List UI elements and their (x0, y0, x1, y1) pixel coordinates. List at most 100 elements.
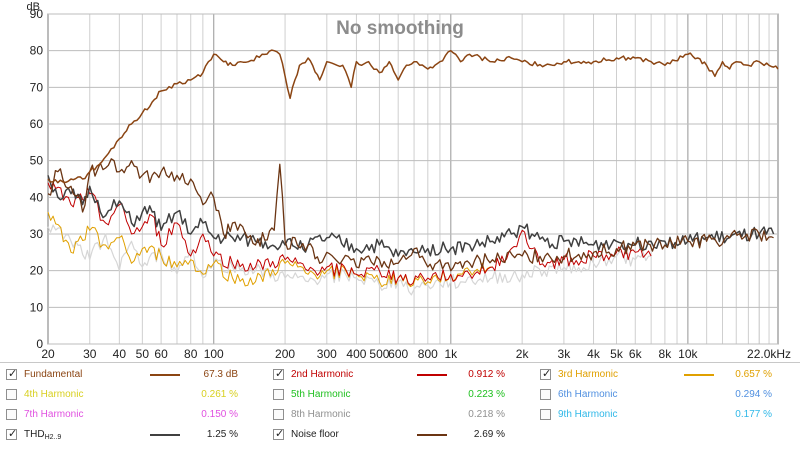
checkbox-4th-harmonic[interactable] (6, 389, 17, 400)
legend-row: 7th Harmonic 0.150 % 8th Harmonic 0.218 % 9t… (0, 405, 800, 425)
legend-entry-fundamental: ✓ Fundamental 67.3 dB (0, 365, 264, 385)
x-tick-label: 2k (516, 347, 530, 361)
chart-title: No smoothing (336, 18, 464, 39)
x-tick-label: 20 (41, 347, 55, 361)
x-tick-label: 600 (388, 347, 408, 361)
legend-label: 5th Harmonic (291, 389, 351, 400)
legend-label: 2nd Harmonic (291, 369, 354, 380)
distortion-chart: No smoothing dB 0 10 20 30 40 50 60 70 80 90 20 30… (27, 1, 792, 361)
series-3rd-harmonic (47, 211, 493, 288)
legend-value: 0.294 % (735, 389, 772, 400)
legend-label: 8th Harmonic (291, 409, 351, 420)
y-tick-label: 40 (30, 190, 44, 204)
legend-row: 4th Harmonic 0.261 % 5th Harmonic 0.223 % 6t… (0, 385, 800, 405)
x-tick-label: 500 (369, 347, 389, 361)
series-thd (47, 175, 775, 258)
checkmark-icon: ✓ (8, 427, 18, 440)
checkbox-thd[interactable]: ✓ (6, 427, 18, 440)
legend-value: 0.657 % (735, 369, 772, 380)
checkbox-3rd-harmonic[interactable]: ✓ (540, 367, 552, 380)
checkbox-6th-harmonic[interactable] (540, 389, 551, 400)
legend-value: 0.261 % (201, 389, 238, 400)
legend-swatch (150, 434, 180, 436)
x-tick-label: 5k (610, 347, 624, 361)
legend-value: 0.912 % (468, 369, 505, 380)
series-lines (47, 49, 779, 296)
x-tick-label: 8k (659, 347, 673, 361)
plot-background (47, 13, 779, 345)
y-axis-label: dB (27, 1, 40, 13)
checkbox-fundamental[interactable]: ✓ (6, 367, 18, 380)
series-2nd-harmonic (47, 182, 652, 286)
legend-value: 1.25 % (206, 429, 238, 440)
legend-label: 3rd Harmonic (558, 369, 619, 380)
legend-label: 9th Harmonic (558, 409, 618, 420)
legend-label-wrap: THDH2..9 (24, 429, 61, 441)
x-tick-label: 6k (629, 347, 643, 361)
legend-label: 4th Harmonic (24, 389, 84, 400)
legend-row: ✓ Fundamental 67.3 dB ✓ 2nd Harmonic 0.912 % ✓… (0, 365, 800, 385)
x-tick-label: 200 (275, 347, 295, 361)
legend-entry-noise-floor: ✓ Noise floor 2.69 % (267, 425, 531, 445)
legend-entry-4th-harmonic: 4th Harmonic 0.261 % (0, 385, 264, 405)
checkmark-icon: ✓ (275, 367, 285, 380)
legend-swatch (417, 434, 447, 436)
checkbox-9th-harmonic[interactable] (540, 409, 551, 420)
legend-label: THD (24, 429, 45, 440)
y-tick-label: 20 (30, 264, 44, 278)
legend-swatch (684, 374, 714, 376)
legend-swatch (150, 374, 180, 376)
legend-label: 6th Harmonic (558, 389, 618, 400)
x-tick-label: 400 (346, 347, 366, 361)
checkbox-noise-floor[interactable]: ✓ (273, 427, 285, 440)
legend-value: 2.69 % (473, 429, 505, 440)
series-8th-harmonic (47, 224, 652, 296)
legend-value: 0.177 % (735, 409, 772, 420)
legend-entry-thd: ✓ THDH2..9 1.25 % (0, 425, 264, 445)
checkmark-icon: ✓ (542, 367, 552, 380)
legend-row: ✓ THDH2..9 1.25 % ✓ Noise floor 2.69 % (0, 425, 800, 445)
y-tick-label: 30 (30, 227, 44, 241)
y-tick-label: 60 (30, 117, 44, 131)
y-tick-labels: 0 10 20 30 40 50 60 70 80 90 (30, 7, 44, 351)
legend-value: 67.3 dB (203, 369, 238, 380)
x-tick-label: 300 (317, 347, 337, 361)
x-tick-label: 30 (83, 347, 97, 361)
y-tick-label: 10 (30, 300, 44, 314)
x-tick-label: 22.0kHz (747, 347, 791, 361)
legend-value: 0.218 % (468, 409, 505, 420)
x-tick-label: 1k (444, 347, 458, 361)
legend-value: 0.223 % (468, 389, 505, 400)
checkbox-5th-harmonic[interactable] (273, 389, 284, 400)
y-tick-label: 80 (30, 44, 44, 58)
legend-entry-2nd-harmonic: ✓ 2nd Harmonic 0.912 % (267, 365, 531, 385)
legend-swatch (417, 374, 447, 376)
y-tick-label: 90 (30, 7, 44, 21)
series-noise-floor (47, 158, 774, 272)
x-tick-label: 60 (154, 347, 168, 361)
x-tick-label: 800 (418, 347, 438, 361)
checkbox-8th-harmonic[interactable] (273, 409, 284, 420)
legend-label: 7th Harmonic (24, 409, 84, 420)
checkbox-7th-harmonic[interactable] (6, 409, 17, 420)
checkbox-2nd-harmonic[interactable]: ✓ (273, 367, 285, 380)
y-tick-label: 70 (30, 80, 44, 94)
series-fundamental (47, 49, 779, 184)
x-tick-label: 40 (113, 347, 127, 361)
checkmark-icon: ✓ (275, 427, 285, 440)
y-tick-label: 50 (30, 154, 44, 168)
checkmark-icon: ✓ (8, 367, 18, 380)
x-tick-label: 10k (678, 347, 698, 361)
legend-entry-3rd-harmonic: ✓ 3rd Harmonic 0.657 % (534, 365, 798, 385)
legend-entry-6th-harmonic: 6th Harmonic 0.294 % (534, 385, 798, 405)
legend-label: Fundamental (24, 369, 83, 380)
legend-label-subscript: H2..9 (44, 434, 62, 441)
legend-label: Noise floor (291, 429, 339, 440)
legend-panel: ✓ Fundamental 67.3 dB ✓ 2nd Harmonic 0.912 % ✓… (0, 362, 800, 449)
x-tick-label: 50 (136, 347, 150, 361)
legend-entry-9th-harmonic: 9th Harmonic 0.177 % (534, 405, 798, 425)
x-tick-label: 3k (558, 347, 572, 361)
y-tick-label: 0 (36, 337, 43, 351)
x-tick-label: 80 (184, 347, 198, 361)
